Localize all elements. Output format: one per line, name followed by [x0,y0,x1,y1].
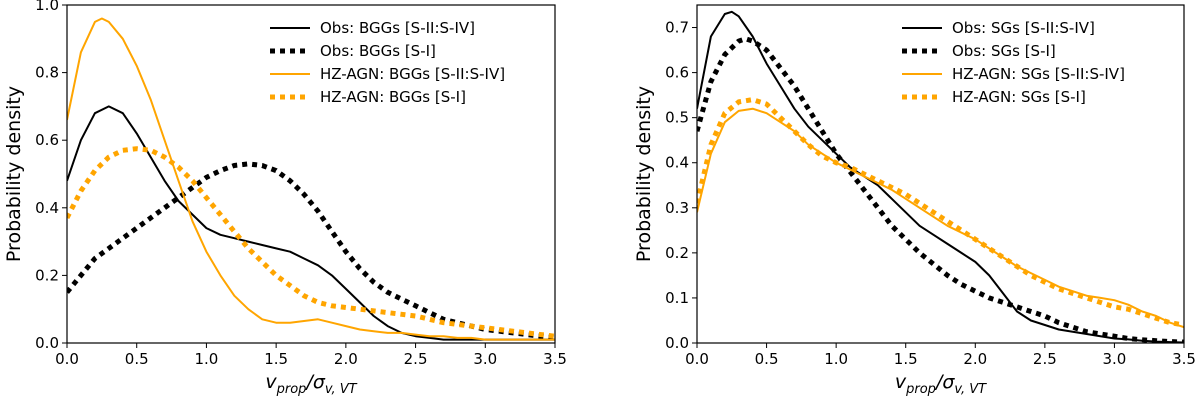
x-tick-label: 2.0 [334,350,358,368]
x-tick-label: 1.0 [194,350,218,368]
plot-area [697,10,1184,343]
legend-label: HZ-AGN: SGs [S-II:S-IV] [952,65,1125,83]
y-tick-label: 0.7 [665,19,689,37]
y-axis-label: Probability density [3,86,25,262]
series-line-1 [697,10,1184,343]
legend-label: HZ-AGN: BGGs [S-II:S-IV] [320,65,505,83]
series-line-4 [697,97,1184,328]
legend-label: Obs: SGs [S-II:S-IV] [952,19,1095,37]
x-tick-label: 3.5 [1172,350,1196,368]
axes-frame [66,4,556,344]
series-line-3 [697,107,1184,329]
series-line-1 [67,105,555,341]
x-tick-label: 0.5 [755,350,779,368]
y-axis-label: Probability density [633,86,655,262]
x-tick-label: 2.5 [1033,350,1057,368]
y-tick-label: 0.0 [665,334,689,352]
y-tick-label: 0.1 [665,289,689,307]
x-tick-label: 2.0 [963,350,987,368]
legend-label: Obs: BGGs [S-II:S-IV] [320,19,475,37]
x-tick-label: 3.5 [543,350,567,368]
y-tick-label: 0.6 [35,131,59,149]
x-tick-label: 0.5 [125,350,149,368]
y-tick-label: 0.3 [665,199,689,217]
series-line-3 [67,17,555,341]
x-axis-label: vprop/σv, VT [265,371,357,397]
legend-label: Obs: BGGs [S-I] [320,42,436,60]
plot-area [67,17,555,341]
legend: Obs: BGGs [S-II:S-IV] Obs: BGGs [S-I] HZ-A… [270,19,505,106]
y-tick-label: 0.6 [665,64,689,82]
legend-label: HZ-AGN: BGGs [S-I] [320,88,466,106]
right-panel-sgs: 0.0 0.5 1.0 1.5 2.0 2.5 3.0 3.5 0.0 0.1 0.2 0.3 0.4 0… [633,4,1196,397]
y-tick-label: 0.4 [665,154,689,172]
x-tick-label: 0.0 [685,350,709,368]
y-tick-label: 1.0 [35,0,59,14]
x-tick-label: 3.0 [473,350,497,368]
axes-frame [696,4,1185,344]
y-tick-label: 0.4 [35,199,59,217]
y-tick-label: 0.2 [665,244,689,262]
series-line-2 [697,36,1184,343]
y-tick-label: 0.0 [35,334,59,352]
legend: Obs: SGs [S-II:S-IV] Obs: SGs [S-I] HZ-AGN… [902,19,1125,106]
y-tick-label: 0.8 [35,64,59,82]
x-tick-label: 1.0 [824,350,848,368]
x-tick-label: 1.5 [264,350,288,368]
legend-label: Obs: SGs [S-I] [952,42,1056,60]
x-tick-label: 2.5 [404,350,428,368]
series-line-4 [67,146,555,339]
left-panel-bggs: 0.0 0.5 1.0 1.5 2.0 2.5 3.0 3.5 0.0 0.2 0.4 0.6 0.8 1… [3,0,567,397]
series-line-2 [67,161,555,341]
legend-label: HZ-AGN: SGs [S-I] [952,88,1086,106]
y-tick-label: 0.2 [35,266,59,284]
x-tick-label: 1.5 [894,350,918,368]
x-tick-label: 0.0 [55,350,79,368]
x-axis-label: vprop/σv, VT [895,371,987,397]
x-tick-label: 3.0 [1102,350,1126,368]
y-tick-label: 0.5 [665,109,689,127]
